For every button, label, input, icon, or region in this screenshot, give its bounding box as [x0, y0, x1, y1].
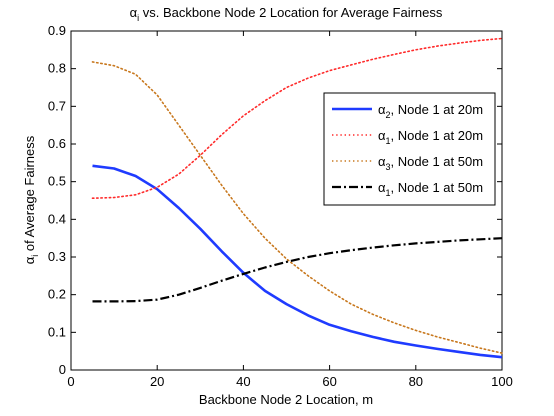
x-axis-label: Backbone Node 2 Location, m: [199, 392, 373, 407]
y-tick-label: 0.1: [48, 324, 66, 339]
x-tick-label: 80: [409, 374, 423, 389]
y-tick-label: 0.7: [48, 98, 66, 113]
legend-label: α1, Node 1 at 50m: [378, 180, 483, 198]
y-tick-label: 0.9: [48, 23, 66, 38]
legend: α2, Node 1 at 20m α1, Node 1 at 20m α3, No…: [323, 92, 496, 206]
x-tick-label: 40: [236, 374, 250, 389]
y-tick-label: 0.4: [48, 211, 66, 226]
y-axis-label: αi of Average Fairness: [22, 135, 40, 264]
y-tick-label: 0.2: [48, 287, 66, 302]
legend-label: α1, Node 1 at 20m: [378, 128, 483, 146]
x-tick-label: 0: [67, 374, 74, 389]
series-line-2: [91, 37, 503, 199]
y-tick-label: 0.8: [48, 61, 66, 76]
y-tick-label: 0: [59, 362, 66, 377]
y-tick-label: 0.5: [48, 174, 66, 189]
chart-title: αi vs. Backbone Node 2 Location for Aver…: [130, 5, 443, 23]
x-tick-label: 60: [322, 374, 336, 389]
series-line-4: [92, 237, 503, 303]
series-line-3: [91, 61, 503, 354]
y-tick-label: 0.6: [48, 136, 66, 151]
legend-label: α3, Node 1 at 50m: [378, 154, 483, 172]
x-tick-label: 100: [491, 374, 513, 389]
y-tick-label: 0.3: [48, 249, 66, 264]
legend-label: α2, Node 1 at 20m: [378, 102, 483, 120]
series-line-1: [92, 164, 503, 359]
x-tick-label: 20: [150, 374, 164, 389]
